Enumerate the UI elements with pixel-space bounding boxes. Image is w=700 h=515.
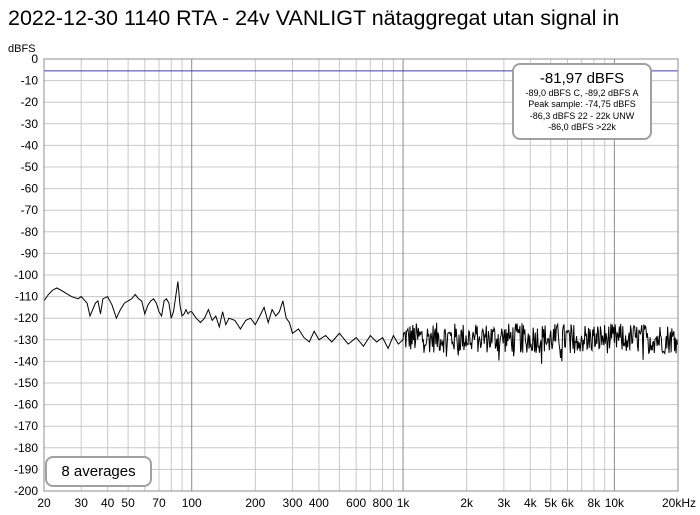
y-tick-label: -120 <box>14 311 38 325</box>
y-tick-label: -180 <box>14 441 38 455</box>
y-axis-label: dBFS <box>8 43 36 55</box>
chart-title: 2022-12-30 1140 RTA - 24v VANLIGT nätagg… <box>8 6 620 30</box>
x-tick-label: 50 <box>121 496 135 510</box>
y-tick-label: -90 <box>21 246 39 260</box>
x-tick-label: 3k <box>498 496 512 510</box>
y-tick-label: -20 <box>21 95 39 109</box>
y-tick-label: 0 <box>31 52 38 66</box>
y-tick-label: -140 <box>14 354 38 368</box>
x-tick-label: 6k <box>561 496 575 510</box>
y-tick-label: -50 <box>21 160 39 174</box>
x-tick-label: 800 <box>373 496 393 510</box>
y-tick-label: -150 <box>14 376 38 390</box>
x-tick-label: 2k <box>460 496 474 510</box>
y-tick-label: -40 <box>21 138 39 152</box>
x-tick-labels: 20 30 40 50 70 100 200 300 400 600 800 1k 2k 3k 4k 5k 6k… <box>37 496 696 510</box>
y-tick-label: -130 <box>14 333 38 347</box>
y-tick-label: -170 <box>14 419 38 433</box>
readout-peak-sample: Peak sample: -74,75 dBFS <box>528 99 636 110</box>
y-tick-label: -110 <box>15 290 38 304</box>
x-tick-label: 8k <box>588 496 602 510</box>
y-tick-label: -200 <box>14 484 38 498</box>
level-readout-box: -81,97 dBFS -89,0 dBFS C, -89,2 dBFS A P… <box>512 63 652 140</box>
x-tick-label: 40 <box>101 496 115 510</box>
readout-unweighted-level: -86,3 dBFS 22 - 22k UNW <box>529 110 635 121</box>
y-tick-label: -80 <box>21 225 39 239</box>
x-tick-label: 300 <box>283 496 303 510</box>
x-tick-label: 30 <box>75 496 89 510</box>
averages-badge: 8 averages <box>45 456 152 487</box>
y-tick-label: -190 <box>14 462 38 476</box>
x-tick-label: 20 <box>37 496 51 510</box>
x-tick-label: 10k <box>605 496 625 510</box>
y-tick-label: -70 <box>21 203 39 217</box>
x-tick-label: 1k <box>397 496 411 510</box>
x-tick-label: 4k <box>524 496 538 510</box>
x-tick-label: 200 <box>245 496 265 510</box>
readout-weighted-levels: -89,0 dBFS C, -89,2 dBFS A <box>525 88 639 98</box>
readout-above-22k-level: -86,0 dBFS >22k <box>548 121 616 132</box>
x-tick-label: 70 <box>152 496 166 510</box>
y-tick-label: -160 <box>14 398 38 412</box>
spectrum-trace <box>43 281 678 364</box>
plot-frame <box>43 58 679 492</box>
y-tick-label: -30 <box>21 117 39 131</box>
x-tick-label: 600 <box>346 496 366 510</box>
readout-main-level: -81,97 dBFS <box>539 70 625 87</box>
y-tick-labels: 0 -10 -20 -30 -40 -50 -60 -70 -80 -90 -100 -110 -120… <box>14 52 38 498</box>
y-tick-label: -60 <box>21 182 39 196</box>
x-tick-label: 20kHz <box>662 496 696 510</box>
x-tick-label: 100 <box>182 496 202 510</box>
x-tick-label: 400 <box>309 496 329 510</box>
x-tick-label: 5k <box>544 496 558 510</box>
y-tick-label: -100 <box>14 268 38 282</box>
y-tick-label: -10 <box>21 74 39 88</box>
